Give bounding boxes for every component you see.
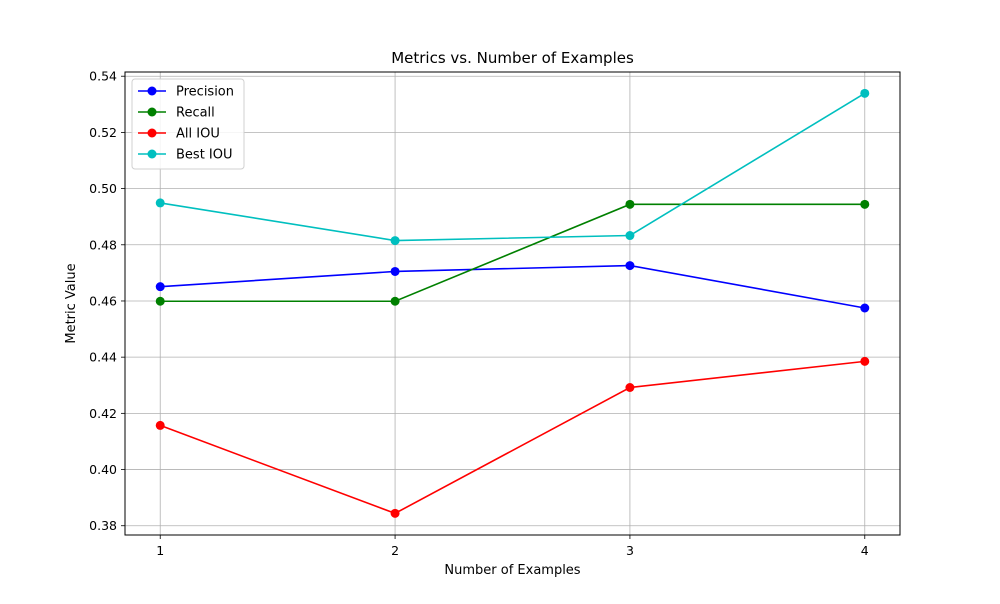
y-tick-label: 0.54 xyxy=(89,69,117,84)
data-point-recall xyxy=(155,296,165,306)
y-tick-label: 0.38 xyxy=(89,518,117,533)
data-point-precision xyxy=(860,303,870,313)
y-tick-label: 0.44 xyxy=(89,350,117,365)
axis-ticks: 1 2 3 4 0.38 0.40 0.42 0.44 0.46 0.48 0.50 0.52 0.54 xyxy=(89,69,869,558)
series-precision xyxy=(155,261,870,313)
data-point-best-iou xyxy=(625,231,635,241)
data-point-all-iou xyxy=(860,356,870,366)
chart-title: Metrics vs. Number of Examples xyxy=(391,49,634,67)
series-line-best-iou xyxy=(160,92,866,242)
legend-marker xyxy=(147,107,157,117)
x-tick-label: 1 xyxy=(156,543,164,558)
y-tick-label: 0.42 xyxy=(89,406,117,421)
legend-box xyxy=(131,78,245,170)
legend-label: Precision xyxy=(176,85,234,100)
series-line-precision xyxy=(160,264,865,309)
legend-item-all-iou: All IOU xyxy=(138,127,220,142)
data-point-all-iou xyxy=(155,420,165,430)
legend-item-recall: Recall xyxy=(138,106,215,121)
data-point-precision xyxy=(155,282,165,292)
series-best-iou xyxy=(155,88,870,246)
data-point-precision xyxy=(625,261,635,271)
y-tick-label: 0.46 xyxy=(89,293,117,308)
data-point-best-iou xyxy=(860,88,870,98)
data-point-recall xyxy=(390,296,400,306)
legend-item-precision: Precision xyxy=(138,85,234,100)
data-point-all-iou xyxy=(390,508,400,518)
legend-marker xyxy=(147,149,157,159)
data-point-best-iou xyxy=(155,198,165,208)
y-axis-label: Metric Value xyxy=(64,263,79,343)
legend: Precision Recall All IOU Best IOU xyxy=(131,78,245,170)
data-point-precision xyxy=(390,266,400,276)
series-all-iou xyxy=(155,356,870,518)
data-point-recall xyxy=(860,199,870,209)
legend-item-best-iou: Best IOU xyxy=(138,148,233,163)
plot-frame xyxy=(124,71,901,536)
legend-marker xyxy=(147,128,157,138)
legend-marker xyxy=(147,86,157,96)
x-tick-label: 3 xyxy=(626,543,634,558)
series-line-all-iou xyxy=(159,360,865,515)
series-line-recall xyxy=(160,203,865,303)
data-point-best-iou xyxy=(390,236,400,246)
data-point-all-iou xyxy=(625,383,635,393)
x-axis-label: Number of Examples xyxy=(444,563,580,578)
data-point-recall xyxy=(625,199,635,209)
y-tick-label: 0.40 xyxy=(89,462,117,477)
legend-label: Recall xyxy=(176,106,215,121)
x-tick-label: 4 xyxy=(861,543,869,558)
series-recall xyxy=(155,199,870,306)
y-tick-label: 0.50 xyxy=(89,181,117,196)
x-tick-label: 2 xyxy=(391,543,399,558)
series-lines xyxy=(155,88,870,518)
legend-label: Best IOU xyxy=(176,148,233,163)
y-tick-label: 0.48 xyxy=(89,237,117,252)
legend-label: All IOU xyxy=(176,127,220,142)
y-tick-label: 0.52 xyxy=(89,125,117,140)
